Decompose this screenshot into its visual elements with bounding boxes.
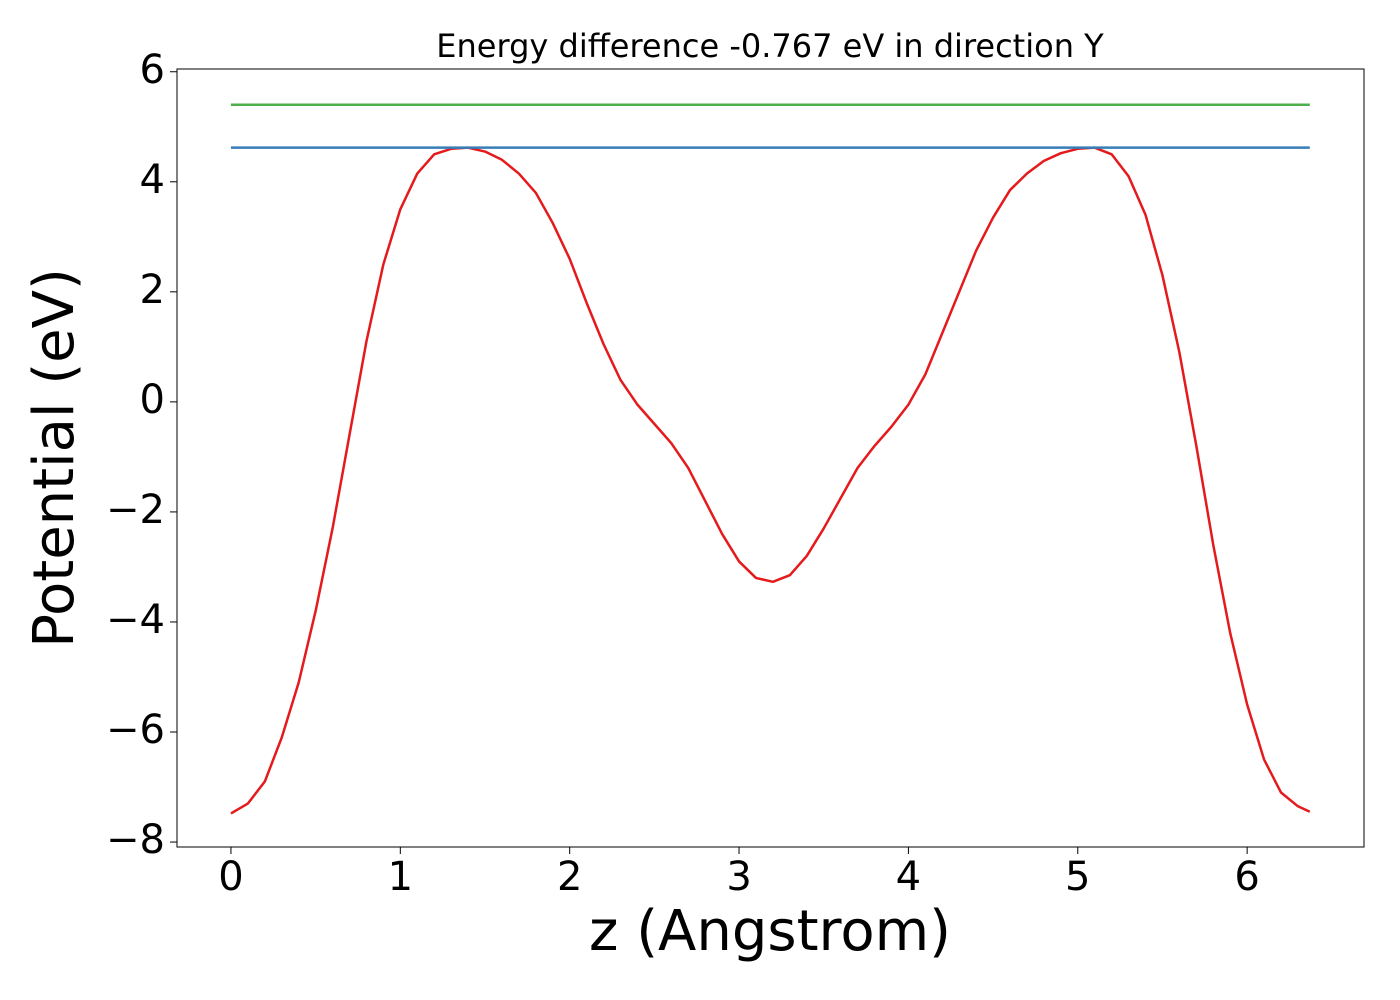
x-tick-label: 3: [726, 854, 751, 900]
y-tick-label: 6: [140, 47, 165, 93]
x-tick-label: 4: [896, 854, 921, 900]
y-tick-label: 2: [140, 267, 165, 313]
x-tick-label: 5: [1065, 854, 1090, 900]
chart-title: Energy difference -0.767 eV in direction…: [436, 27, 1104, 65]
y-tick-label: −2: [106, 487, 165, 533]
series-line: [230, 146, 1311, 815]
x-tick-label: 6: [1234, 854, 1259, 900]
x-tick-label: 2: [557, 854, 582, 900]
x-tick-label: 0: [218, 854, 243, 900]
plot-frame: [176, 68, 1365, 848]
x-tick-label: 1: [388, 854, 413, 900]
y-tick-label: −6: [106, 707, 165, 753]
y-tick-label: 0: [140, 377, 165, 423]
y-axis-label: Potential (eV): [22, 268, 87, 648]
y-tick-label: −4: [106, 597, 165, 643]
y-tick-label: −8: [106, 817, 165, 863]
x-axis-label: z (Angstrom): [589, 899, 951, 964]
y-tick-label: 4: [140, 157, 165, 203]
